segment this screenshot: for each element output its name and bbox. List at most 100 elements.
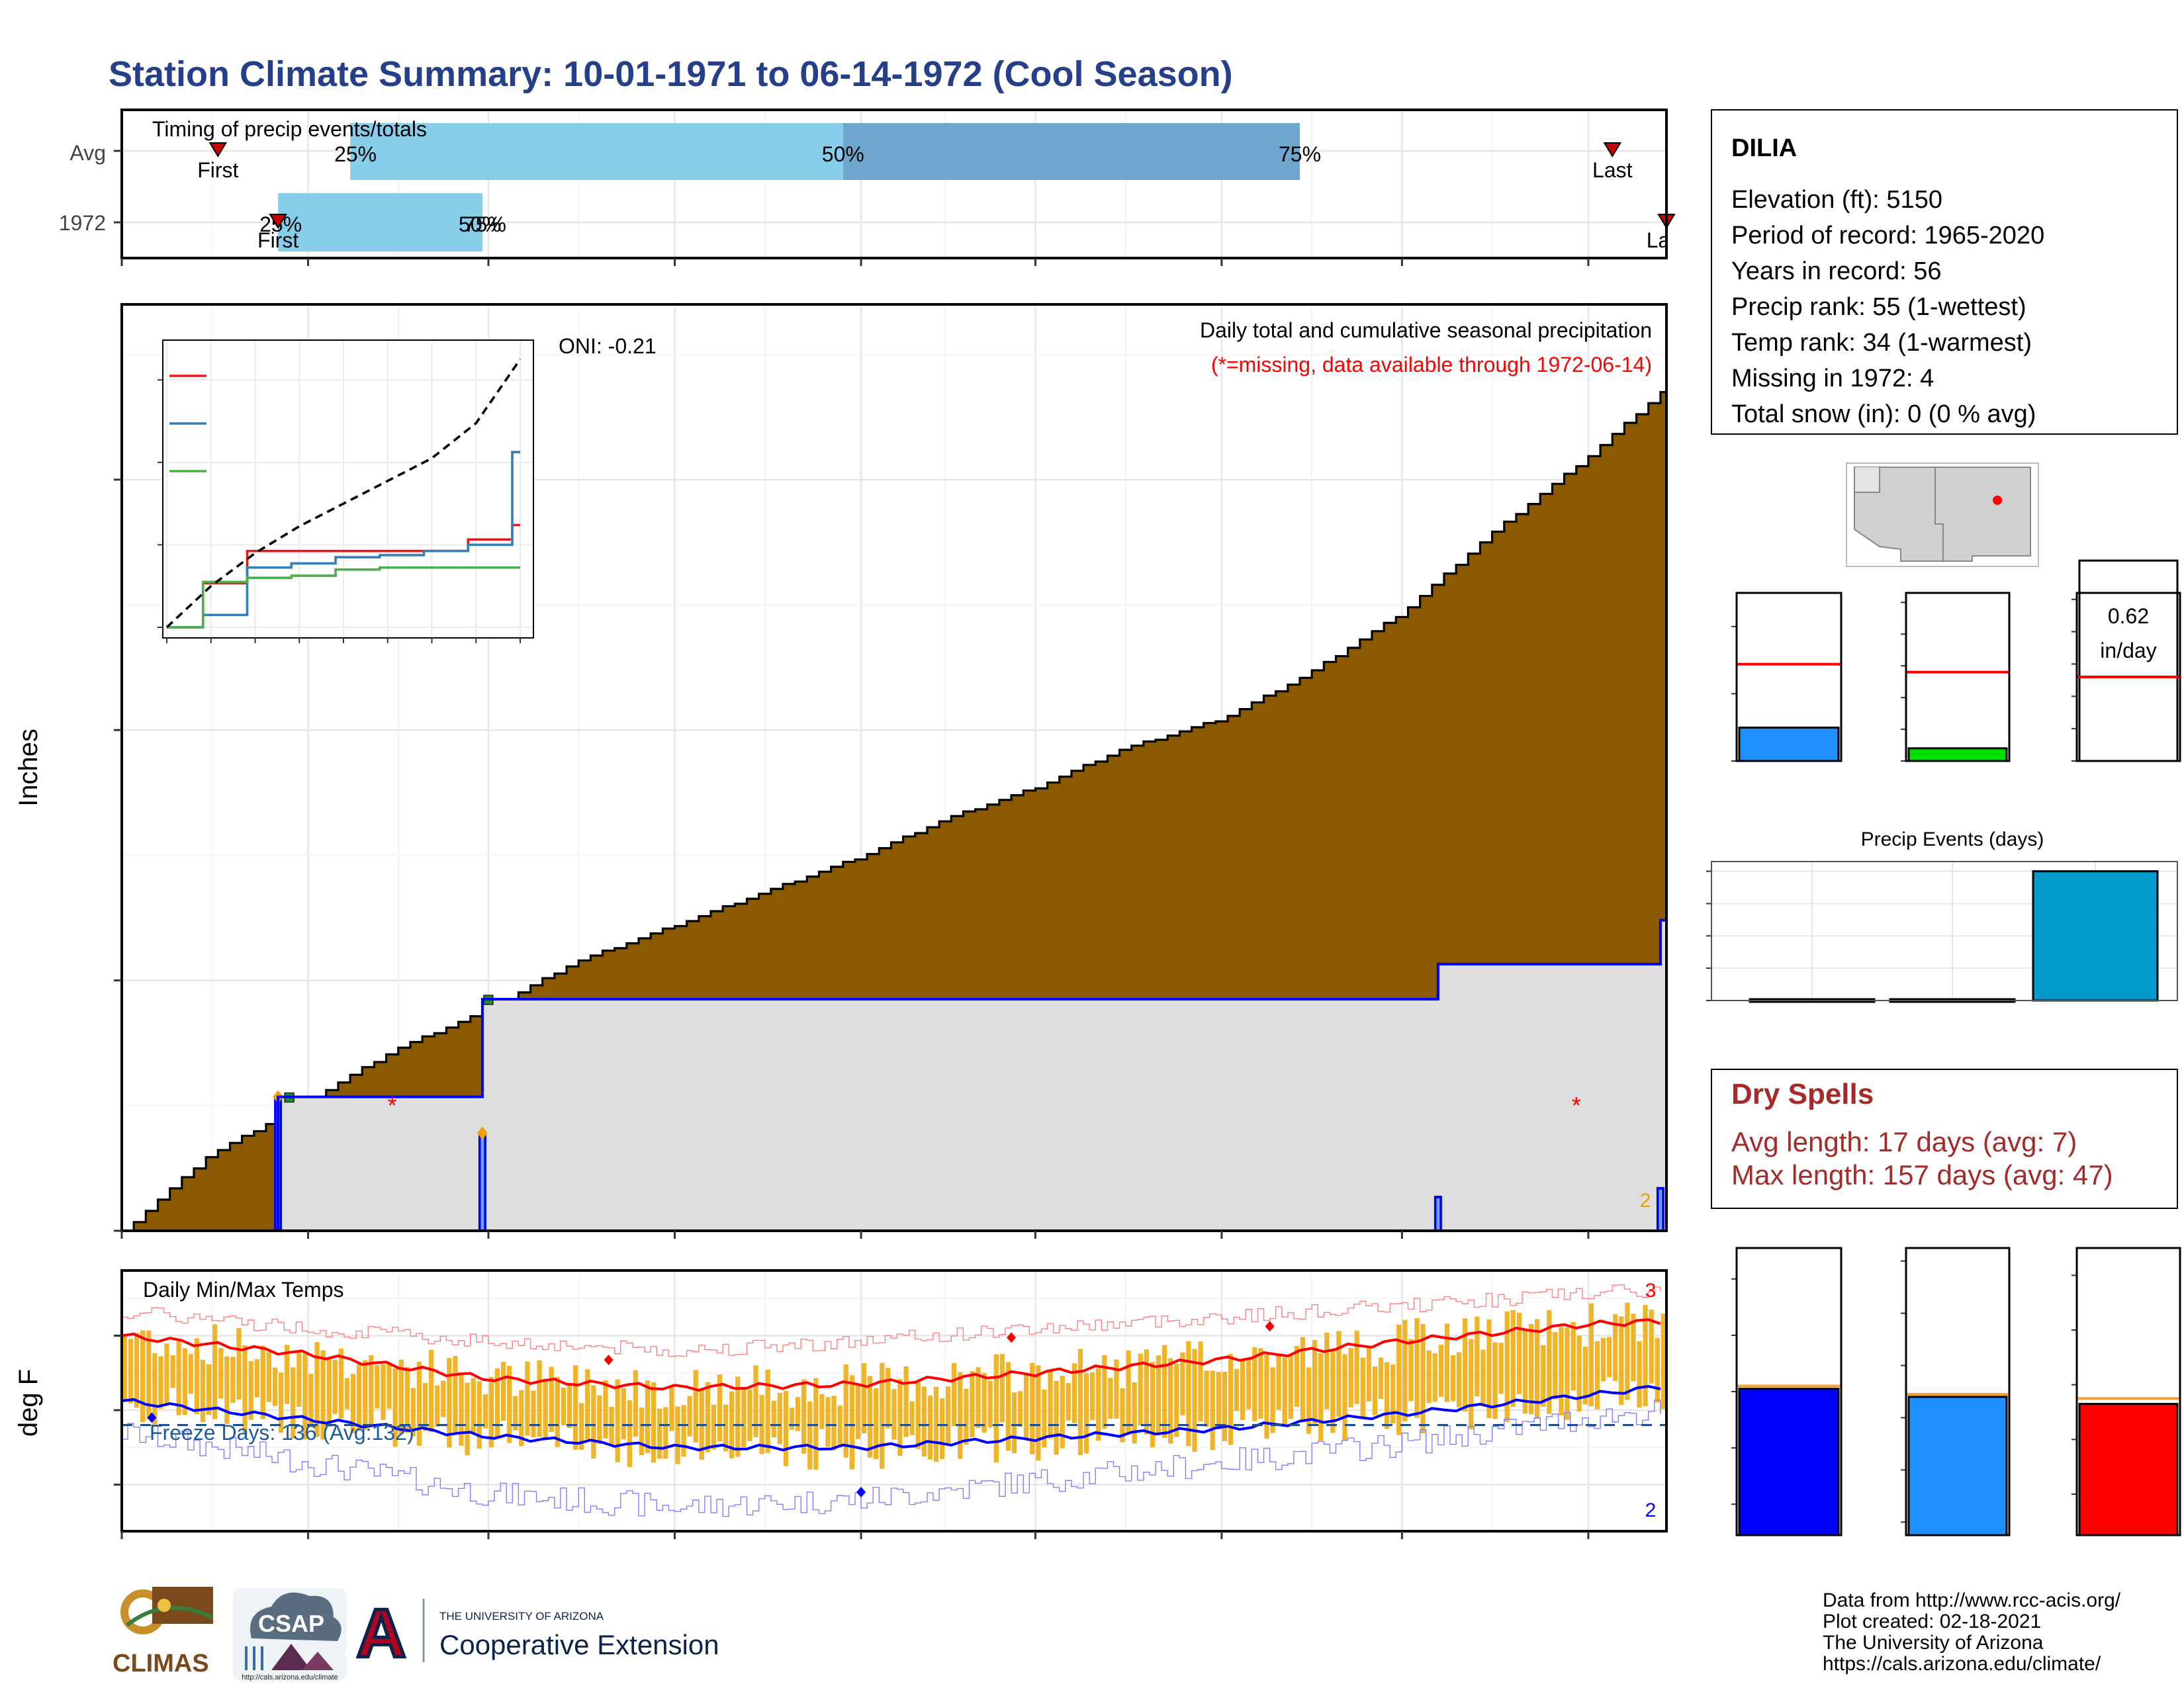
daily-temp-bar <box>1126 1350 1131 1433</box>
daily-temp-bar <box>711 1404 717 1450</box>
daily-temp-bar <box>753 1365 758 1437</box>
daily-temp-bar <box>513 1396 518 1431</box>
timing-panel: Timing of precip events/totals Avg 1972 … <box>59 109 1676 266</box>
precip-missing-note: (*=missing, data available through 1972-… <box>1211 353 1652 377</box>
daily-temp-bar <box>1528 1324 1534 1415</box>
daily-temp-bar <box>1348 1347 1353 1407</box>
avg-q25-label: 25% <box>334 142 377 166</box>
daily-temp-bar <box>543 1378 548 1439</box>
daily-temp-bar <box>1336 1331 1342 1417</box>
mini-value-bar <box>1907 1396 2008 1537</box>
daily-temp-bar <box>146 1330 152 1419</box>
daily-temp-bar <box>1132 1382 1137 1444</box>
daily-precip-bar-highlight <box>480 1136 484 1231</box>
daily-temp-bar <box>687 1396 692 1437</box>
daily-temp-bar <box>1071 1363 1077 1423</box>
temp-panel: deg F Daily Min/Max Temps Freeze Days: 1… <box>14 1269 1668 1539</box>
mini-value-bar <box>2078 559 2179 762</box>
daily-temp-bar <box>572 1365 578 1450</box>
daily-temp-bar <box>398 1359 404 1435</box>
temp-count-max: 3 <box>1645 1280 1657 1302</box>
daily-temp-bar <box>164 1343 169 1405</box>
record-marker <box>604 1355 614 1366</box>
daily-temp-bar <box>1354 1330 1359 1404</box>
daily-temp-bar <box>945 1386 951 1445</box>
season-cumulative-area <box>122 920 1666 1231</box>
daily-temp-bar <box>140 1330 146 1423</box>
precip-legend-title: Daily total and cumulative seasonal prec… <box>1200 318 1652 342</box>
daily-temp-bar <box>381 1364 386 1420</box>
daily-temp-bar <box>735 1376 741 1457</box>
mini-chart-background <box>1906 593 2009 761</box>
daily-temp-bar <box>291 1367 296 1439</box>
station-line: Temp rank: 34 (1-warmest) <box>1731 329 2032 357</box>
daily-temp-bar <box>591 1385 596 1459</box>
daily-temp-bar <box>717 1374 723 1442</box>
mini-chart-frame <box>2075 592 2181 762</box>
daily-temp-bar <box>482 1394 488 1429</box>
daily-temp-bar <box>314 1342 320 1437</box>
daily-temp-bar <box>1420 1323 1426 1434</box>
daily-temp-bar <box>964 1388 969 1445</box>
daily-temp-bar <box>1288 1354 1293 1419</box>
footer-line: Plot created: 02-18-2021 <box>1823 1611 2041 1632</box>
missing-marker: * <box>1572 1092 1581 1119</box>
daily-temp-bar <box>874 1388 879 1459</box>
daily-temp-bar <box>927 1396 933 1460</box>
daily-temp-bar <box>1553 1332 1558 1400</box>
daily-temp-bar <box>344 1378 350 1409</box>
daily-temp-bar <box>1192 1349 1197 1452</box>
daily-temp-bar <box>976 1367 981 1429</box>
daily-temp-bar <box>1222 1372 1228 1442</box>
avg-last-marker <box>1603 142 1622 157</box>
daily-temp-bar <box>549 1366 554 1432</box>
daily-temp-bar <box>1504 1311 1510 1422</box>
footer-line: Data from http://www.rcc-acis.org/ <box>1823 1589 2121 1611</box>
daily-temp-bar <box>1600 1337 1606 1382</box>
precip-events-chart: Precip Events (days) <box>1706 828 2178 1003</box>
csap-logo-text: CSAP <box>258 1610 324 1637</box>
daily-temp-bar <box>1240 1359 1246 1421</box>
daily-temp-bar <box>224 1356 230 1424</box>
climas-logo-text: CLIMAS <box>113 1650 209 1677</box>
daily-temp-bar <box>369 1355 374 1427</box>
daily-temp-bar <box>236 1327 242 1400</box>
oni-label: ONI: -0.21 <box>559 334 657 358</box>
daily-temp-bar <box>350 1374 356 1434</box>
daily-temp-bar <box>1318 1353 1324 1441</box>
daily-temp-bar <box>831 1396 837 1451</box>
daily-temp-bar <box>1270 1367 1275 1433</box>
daily-temp-bar <box>537 1360 542 1437</box>
daily-temp-bar <box>477 1381 482 1449</box>
daily-temp-bar <box>1300 1337 1306 1421</box>
daily-temp-bar <box>134 1333 140 1408</box>
daily-temp-bar <box>993 1354 999 1463</box>
daily-temp-bar <box>1637 1341 1642 1408</box>
daily-temp-bar <box>1276 1353 1281 1410</box>
daily-temp-bar <box>1144 1349 1149 1435</box>
mini-value-bar <box>2078 1403 2179 1537</box>
mini-temp-charts <box>1731 1247 2181 1537</box>
daily-temp-bar <box>615 1379 620 1462</box>
daily-temp-bar <box>453 1356 458 1433</box>
daily-temp-bar <box>789 1407 795 1430</box>
ua-big-text: Cooperative Extension <box>439 1629 719 1660</box>
daily-temp-bar <box>1378 1357 1384 1400</box>
daily-temp-bar <box>1096 1368 1101 1441</box>
daily-temp-bar <box>567 1384 572 1429</box>
daily-temp-bar <box>1138 1353 1143 1426</box>
daily-temp-bar <box>332 1359 338 1414</box>
timing-row-1972: 1972 <box>59 211 106 235</box>
csap-logo: CSAP http://cals.arizona.edu/climate <box>233 1588 347 1681</box>
daily-temp-bar <box>579 1403 584 1450</box>
record-low-line <box>122 1400 1661 1517</box>
daily-temp-bar <box>1366 1347 1371 1402</box>
daily-temp-bar <box>1077 1349 1083 1456</box>
y1972-q50-label: 50% <box>459 212 501 236</box>
daily-temp-bar <box>1426 1350 1432 1404</box>
daily-temp-bar <box>230 1357 236 1403</box>
daily-temp-bar <box>1450 1355 1456 1402</box>
mini-chart-frame <box>1905 592 2011 762</box>
dry-spells-avg: Avg length: 17 days (avg: 7) <box>1731 1126 2077 1157</box>
mini-value-bar <box>1907 747 2008 762</box>
